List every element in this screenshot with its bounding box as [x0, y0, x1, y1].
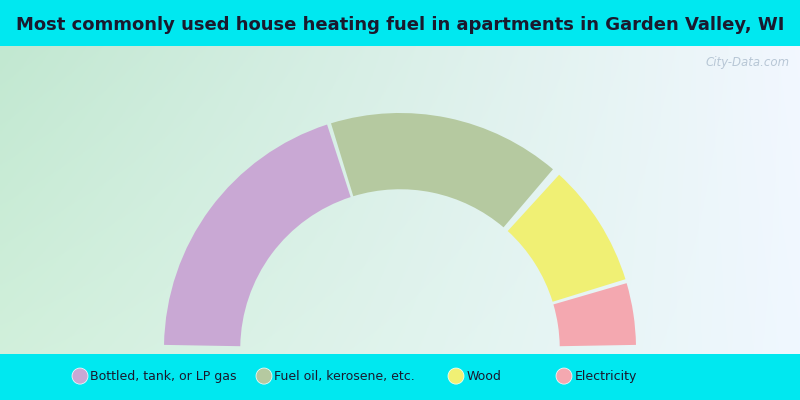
Wedge shape [508, 175, 626, 302]
Text: City-Data.com: City-Data.com [706, 56, 790, 69]
Text: Electricity: Electricity [574, 370, 637, 382]
Text: Most commonly used house heating fuel in apartments in Garden Valley, WI: Most commonly used house heating fuel in… [16, 16, 784, 34]
Ellipse shape [448, 368, 464, 384]
Ellipse shape [256, 368, 272, 384]
Ellipse shape [72, 368, 88, 384]
Wedge shape [331, 113, 553, 227]
Text: Fuel oil, kerosene, etc.: Fuel oil, kerosene, etc. [274, 370, 415, 382]
Ellipse shape [556, 368, 572, 384]
Text: Bottled, tank, or LP gas: Bottled, tank, or LP gas [90, 370, 237, 382]
Text: Wood: Wood [466, 370, 502, 382]
Wedge shape [554, 283, 636, 346]
Wedge shape [164, 124, 350, 346]
